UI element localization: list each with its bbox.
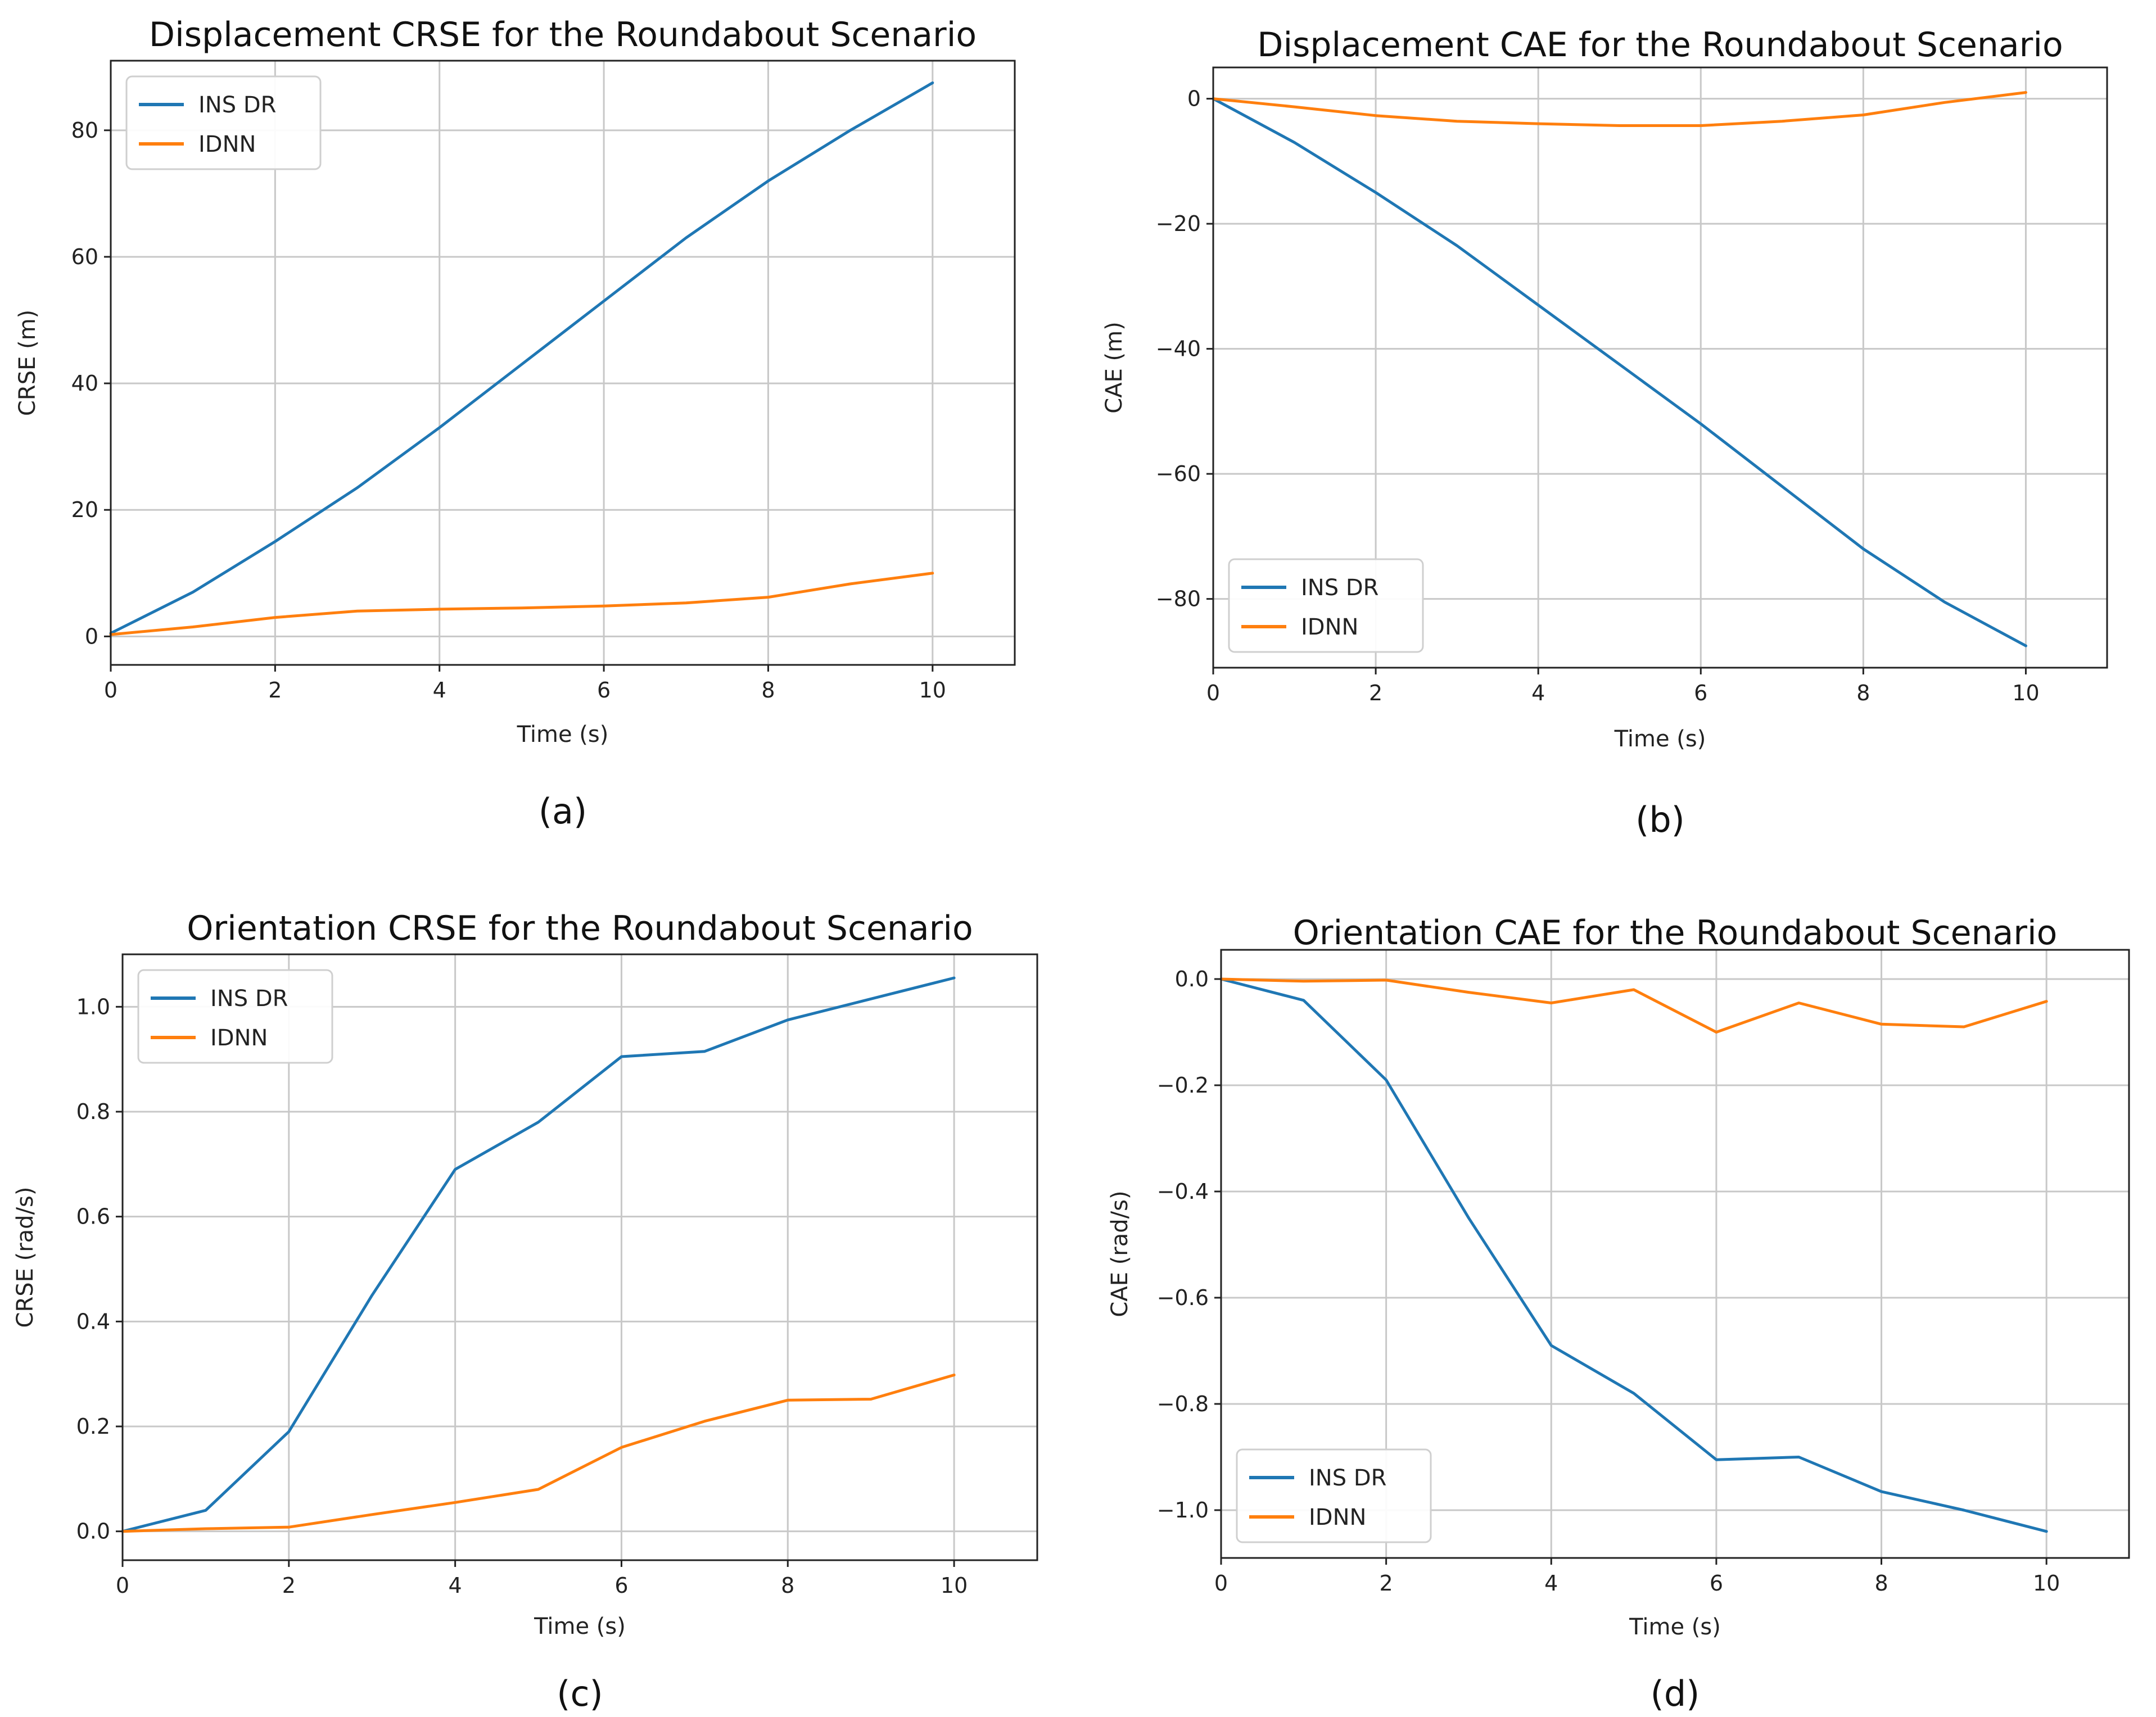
y-tick-label-d-2: −0.4	[1157, 1179, 1209, 1204]
legend-label-d-1: IDNN	[1309, 1505, 1366, 1530]
x-tick-label-a-2: 4	[433, 678, 446, 703]
x-tick-label-d-2: 4	[1544, 1571, 1558, 1596]
y-tick-label-b-1: −20	[1156, 211, 1201, 236]
legend-label-d-0: INS DR	[1309, 1465, 1386, 1491]
y-tick-label-a-1: 20	[71, 497, 98, 522]
x-tick-label-c-0: 0	[116, 1573, 129, 1598]
subfigure-caption-b: (b)	[1635, 799, 1685, 840]
legend-b: INS DR IDNN	[1228, 558, 1424, 653]
legend-label-b-0: INS DR	[1301, 575, 1378, 601]
y-tick-label-d-5: −1.0	[1157, 1498, 1209, 1523]
legend-label-a-0: INS DR	[198, 92, 276, 118]
y-tick-label-b-0: 0	[1187, 87, 1201, 111]
x-tick-label-a-4: 8	[761, 678, 775, 703]
y-tick-label-b-3: −60	[1156, 461, 1201, 486]
legend-label-a-1: IDNN	[198, 132, 256, 157]
x-tick-label-a-0: 0	[104, 678, 117, 703]
series-line-c-idnn	[121, 1374, 956, 1533]
legend-d: INS DR IDNN	[1236, 1448, 1432, 1543]
y-tick-label-c-2: 0.4	[76, 1309, 110, 1334]
chart-c: 0 2 4 6 8 10 0.0 0.2 0.4 0.6 0.8 1.0 Orientation CRS…	[12, 909, 1038, 1714]
series-line-a-idnn	[109, 572, 934, 636]
x-tick-label-d-4: 8	[1874, 1571, 1888, 1596]
subfigure-caption-a: (a)	[539, 791, 587, 832]
y-tick-label-b-2: −40	[1156, 337, 1201, 361]
x-tick-label-c-1: 2	[282, 1573, 296, 1598]
y-tick-label-b-4: −80	[1156, 587, 1201, 611]
chart-d: 0 2 4 6 8 10 0.0 −0.2 −0.4 −0.6 −0.8 −1.0 Orientatio…	[1107, 913, 2130, 1714]
chart-title-d: Orientation CAE for the Roundabout Scena…	[1293, 913, 2058, 953]
y-tick-label-a-0: 0	[85, 624, 98, 649]
x-tick-label-a-5: 10	[919, 678, 946, 703]
x-tick-label-c-2: 4	[449, 1573, 462, 1598]
subfigure-caption-d: (d)	[1651, 1673, 1700, 1714]
series-line-c-ins-dr	[121, 976, 956, 1533]
y-tick-label-d-3: −0.6	[1157, 1285, 1209, 1310]
x-tick-label-b-2: 4	[1531, 681, 1545, 705]
x-tick-label-c-4: 8	[781, 1573, 794, 1598]
legend-label-c-1: IDNN	[210, 1025, 268, 1051]
x-axis-label-c: Time (s)	[534, 1614, 626, 1639]
plot-frame-d	[1220, 949, 2130, 1559]
y-tick-label-a-3: 60	[71, 244, 98, 269]
y-tick-label-d-0: 0.0	[1175, 967, 1209, 991]
series-line-d-idnn	[1219, 977, 2048, 1034]
x-tick-label-c-5: 10	[941, 1573, 968, 1598]
series-line-b-idnn	[1212, 91, 2027, 127]
x-tick-label-b-1: 2	[1369, 681, 1382, 705]
chart-a: 0 2 4 6 8 10 0 20 40 60 80 Displacement CRSE for th…	[15, 15, 1016, 832]
chart-b: 0 2 4 6 8 10 0 −20 −40 −60 −80 Displacement CAE for…	[1101, 25, 2108, 840]
plot-frame-b	[1212, 66, 2108, 669]
x-tick-label-a-3: 6	[597, 678, 611, 703]
x-axis-label-d: Time (s)	[1629, 1614, 1721, 1640]
y-tick-label-c-3: 0.6	[76, 1204, 110, 1229]
y-tick-label-d-1: −0.2	[1157, 1073, 1209, 1098]
legend-c: INS DR IDNN	[137, 969, 333, 1064]
y-axis-label-c: CRSE (rad/s)	[12, 1187, 38, 1328]
plot-frame-a	[110, 60, 1016, 666]
x-tick-label-a-1: 2	[268, 678, 282, 703]
x-tick-label-b-4: 8	[1856, 681, 1870, 705]
y-tick-label-c-1: 0.2	[76, 1414, 110, 1439]
y-tick-label-a-4: 80	[71, 118, 98, 143]
x-tick-label-d-0: 0	[1214, 1571, 1228, 1596]
x-tick-label-b-0: 0	[1206, 681, 1220, 705]
legend-box-c	[137, 969, 333, 1064]
x-tick-label-c-3: 6	[614, 1573, 628, 1598]
x-tick-label-b-3: 6	[1694, 681, 1707, 705]
legend-box-b	[1228, 558, 1424, 653]
legend-box-d	[1236, 1448, 1432, 1543]
x-axis-label-a: Time (s)	[517, 722, 609, 747]
chart-title-c: Orientation CRSE for the Roundabout Scen…	[187, 909, 973, 948]
legend-box-a	[125, 75, 322, 170]
y-axis-label-d: CAE (rad/s)	[1107, 1190, 1133, 1317]
chart-title-b: Displacement CAE for the Roundabout Scen…	[1257, 25, 2063, 65]
y-tick-label-c-0: 0.0	[76, 1519, 110, 1544]
legend-a: INS DR IDNN	[125, 75, 322, 170]
x-tick-label-b-5: 10	[2012, 681, 2039, 705]
x-tick-label-d-1: 2	[1380, 1571, 1393, 1596]
y-tick-label-a-2: 40	[71, 371, 98, 396]
y-tick-label-c-5: 1.0	[76, 994, 110, 1019]
y-axis-label-b: CAE (m)	[1101, 321, 1127, 413]
y-axis-label-a: CRSE (m)	[15, 310, 40, 416]
series-line-b-ins-dr	[1212, 97, 2027, 647]
x-axis-label-b: Time (s)	[1614, 726, 1706, 752]
series-line-d-ins-dr	[1219, 977, 2048, 1533]
y-tick-label-d-4: −0.8	[1157, 1392, 1209, 1416]
chart-title-a: Displacement CRSE for the Roundabout Sce…	[149, 15, 977, 55]
legend-label-c-0: INS DR	[210, 986, 288, 1012]
x-tick-label-d-5: 10	[2033, 1571, 2060, 1596]
legend-label-b-1: IDNN	[1301, 614, 1358, 640]
y-tick-label-c-4: 0.8	[76, 1099, 110, 1124]
series-line-a-ins-dr	[109, 81, 934, 635]
subfigure-caption-c: (c)	[557, 1673, 603, 1714]
plot-frame-c	[121, 953, 1038, 1561]
x-tick-label-d-3: 6	[1710, 1571, 1723, 1596]
